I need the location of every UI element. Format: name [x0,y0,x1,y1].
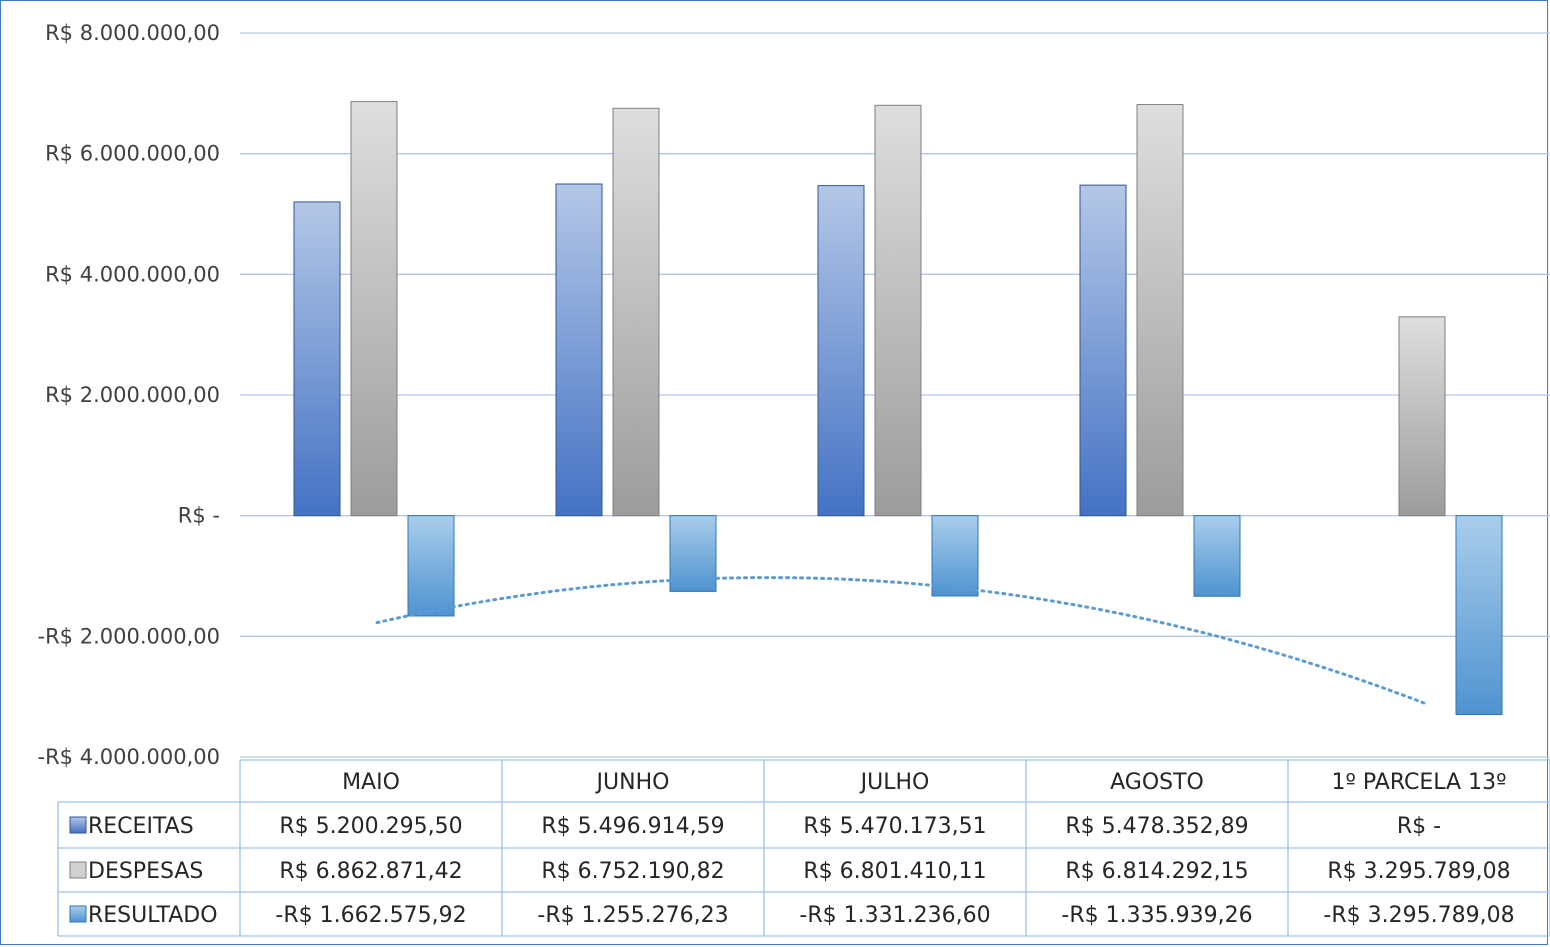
table-cell: R$ 5.200.295,50 [279,814,462,839]
bar-receitas [555,183,603,517]
table-cell: R$ 6.752.190,82 [541,859,724,884]
bar-receitas [293,201,341,517]
table-cell: R$ 5.496.914,59 [541,814,724,839]
table-cell: -R$ 1.335.939,26 [1061,903,1252,928]
bar-resultado [931,515,979,597]
bar-despesas [1398,316,1446,517]
table-cell: -R$ 1.662.575,92 [275,903,466,928]
bars [293,101,1503,716]
table-cell: R$ 5.470.173,51 [803,814,986,839]
table-cell: R$ 5.478.352,89 [1065,814,1248,839]
legend-label: DESPESAS [88,859,203,884]
bar-receitas [817,185,865,517]
table-cell: R$ 6.814.292,15 [1065,859,1248,884]
table-header-cell: JULHO [859,770,930,795]
data-table: MAIO JUNHO JULHO AGOSTO 1º PARCELA 13º RECEIT… [57,759,1550,937]
table-cell: R$ 3.295.789,08 [1327,859,1510,884]
y-tick-label: R$ 8.000.000,00 [45,21,220,45]
table-cell: -R$ 1.331.236,60 [799,903,990,928]
table-header-cell: AGOSTO [1110,770,1204,795]
table-header-cell: MAIO [342,770,400,795]
bar-receitas [1079,184,1127,517]
legend-swatch [69,861,87,879]
table-cell: R$ 6.801.410,11 [803,859,986,884]
y-tick-label: -R$ 2.000.000,00 [38,624,220,648]
legend-label: RESULTADO [88,903,218,928]
bar-despesas [1136,104,1184,517]
bar-despesas [612,107,660,517]
trendline-group [375,576,1427,705]
y-axis-ticks: R$ 8.000.000,00 R$ 6.000.000,00 R$ 4.000.0… [38,21,220,769]
bar-despesas [350,101,398,517]
bar-resultado [407,515,455,617]
bar-despesas [874,104,922,517]
table-cell: R$ - [1397,814,1441,839]
y-tick-label: R$ - [178,504,220,528]
table-header-cell: JUNHO [595,770,670,795]
table-cell: R$ 6.862.871,42 [279,859,462,884]
y-tick-label: -R$ 4.000.000,00 [38,745,220,769]
legend-swatch [69,905,87,923]
y-tick-label: R$ 4.000.000,00 [45,262,220,286]
bar-resultado [1455,515,1503,716]
table-cell: -R$ 1.255.276,23 [537,903,728,928]
y-tick-label: R$ 2.000.000,00 [45,383,220,407]
legend-label: RECEITAS [88,814,194,839]
table-header-cell: 1º PARCELA 13º [1332,770,1507,795]
legend-swatch [69,816,87,834]
table-cell: -R$ 3.295.789,08 [1323,903,1514,928]
bar-resultado [1193,515,1241,597]
y-tick-label: R$ 6.000.000,00 [45,142,220,166]
trendline [375,576,1427,705]
gridlines [240,32,1550,758]
